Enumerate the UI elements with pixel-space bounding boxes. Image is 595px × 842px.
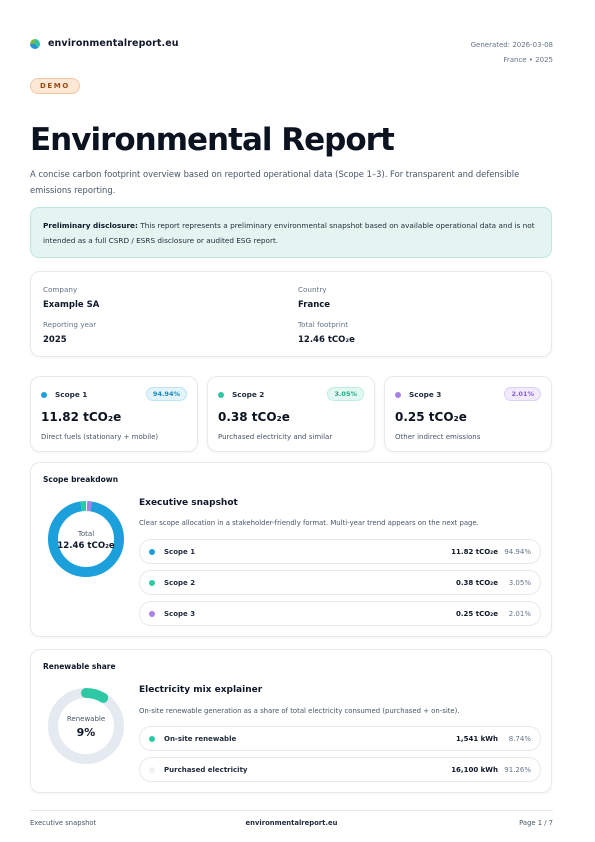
list-item: Scope 1 11.82 tCO₂e 94.94% <box>139 539 541 564</box>
country-value: France <box>298 300 331 310</box>
page-number: Page 1 / 7 <box>519 819 553 827</box>
donut-renewable-label: Renewable <box>66 715 106 723</box>
scope-2-value: 0.38 tCO₂e <box>218 410 290 424</box>
page-subtitle: A concise carbon footprint overview base… <box>30 169 520 195</box>
generated-date: Generated: 2026-03-08 <box>470 41 553 49</box>
page-title: Environmental Report <box>30 122 395 158</box>
year-value: 2025 <box>43 335 67 345</box>
footer-brand: environmentalreport.eu <box>245 819 338 827</box>
row-pct: 2.01% <box>508 610 531 618</box>
scope-3-pct-badge: 2.01% <box>504 387 541 401</box>
scope-3-desc: Other indirect emissions <box>395 433 481 441</box>
scope-3-card: Scope 3 2.01% 0.25 tCO₂e Other indirect … <box>384 376 552 452</box>
company-field: Company Example SA <box>43 285 99 310</box>
row-value: 16,100 kWh <box>451 766 498 774</box>
list-item: Scope 3 0.25 tCO₂e 2.01% <box>139 601 541 626</box>
globe-logo-icon <box>30 38 40 49</box>
footer-section: Executive snapshot <box>30 819 97 827</box>
scope-1-name: Scope 1 <box>55 390 88 399</box>
scope-2-name: Scope 2 <box>232 390 265 399</box>
executive-snapshot-title: Executive snapshot <box>139 498 238 508</box>
notice-label: Preliminary disclosure: <box>43 221 138 230</box>
footprint-value: 12.46 tCO₂e <box>298 335 355 345</box>
country-label: Country <box>298 285 327 294</box>
row-pct: 8.74% <box>508 735 531 743</box>
list-item: Scope 2 0.38 tCO₂e 3.05% <box>139 570 541 595</box>
scope-3-dot-icon <box>395 391 401 398</box>
onsite-renewable-legend-icon <box>149 736 155 742</box>
brand-name: environmentalreport.eu <box>48 38 179 49</box>
company-value: Example SA <box>43 300 100 310</box>
row-pct: 94.94% <box>504 548 531 556</box>
row-name: Scope 2 <box>164 579 196 587</box>
footprint-label: Total footprint <box>298 320 349 329</box>
scope-donut-svg <box>48 501 124 577</box>
renewable-donut-chart: Renewable 9% <box>47 687 125 765</box>
row-value: 0.38 tCO₂e <box>456 579 498 587</box>
notice-text: This report represents a preliminary env… <box>43 221 535 245</box>
row-value: 11.82 tCO₂e <box>451 548 498 556</box>
electricity-mix-desc: On-site renewable generation as a share … <box>139 707 460 715</box>
row-value: 0.25 tCO₂e <box>456 610 498 618</box>
scope-1-pct-badge: 94.94% <box>145 387 187 401</box>
scope-3-value: 0.25 tCO₂e <box>395 410 467 424</box>
donut-slice-scope-2 <box>48 501 124 577</box>
scope-1-legend-icon <box>149 549 155 555</box>
page-footer: Executive snapshot environmentalreport.e… <box>30 810 553 830</box>
brand: environmentalreport.eu <box>30 38 179 49</box>
list-item: Purchased electricity 16,100 kWh 91.26% <box>139 757 541 782</box>
donut-total-label: Total <box>77 530 95 538</box>
location-year: France • 2025 <box>503 56 553 64</box>
renewable-donut-svg <box>48 688 124 764</box>
scope-2-dot-icon <box>218 391 224 398</box>
scope-2-card: Scope 2 3.05% 0.38 tCO₂e Purchased elect… <box>207 376 375 452</box>
row-name: Purchased electricity <box>164 766 248 774</box>
row-pct: 91.26% <box>504 766 531 774</box>
country-field: Country France <box>298 285 330 310</box>
scope-breakdown-card: Scope breakdown Total 12.46 tCO₂e Execut… <box>30 462 552 637</box>
row-name: On-site renewable <box>164 735 237 743</box>
scope-1-card: Scope 1 94.94% 11.82 tCO₂e Direct fuels … <box>30 376 198 452</box>
row-name: Scope 3 <box>164 610 196 618</box>
electricity-mix-title: Electricity mix explainer <box>139 685 263 695</box>
row-value: 1,541 kWh <box>456 735 498 743</box>
year-label: Reporting year <box>43 320 97 329</box>
donut-total-value: 12.46 tCO₂e <box>57 541 115 551</box>
report-meta: Generated: 2026-03-08 France • 2025 <box>471 38 553 68</box>
scope-2-desc: Purchased electricity and similar <box>218 433 333 441</box>
scope-3-name: Scope 3 <box>409 390 442 399</box>
donut-renewable-value: 9% <box>76 726 96 739</box>
executive-snapshot-desc: Clear scope allocation in a stakeholder-… <box>139 519 479 527</box>
scope-2-pct-badge: 3.05% <box>327 387 364 401</box>
scope-2-legend-icon <box>149 580 155 586</box>
donut-slice-scope-1 <box>48 501 124 577</box>
scope-donut-chart: Total 12.46 tCO₂e <box>47 500 125 578</box>
donut-slice-renewable <box>48 688 124 764</box>
company-info-card: Company Example SA Country France Report… <box>30 271 552 357</box>
company-label: Company <box>43 285 78 294</box>
scope-1-desc: Direct fuels (stationary + mobile) <box>41 433 159 441</box>
row-name: Scope 1 <box>164 548 196 556</box>
scope-3-legend-icon <box>149 611 155 617</box>
scope-1-dot-icon <box>41 391 47 398</box>
scope-breakdown-title: Scope breakdown <box>43 475 119 484</box>
page-header: environmentalreport.eu Generated: 2026-0… <box>30 38 553 68</box>
renewable-share-card: Renewable share Renewable 9% Electricity… <box>30 649 552 793</box>
row-pct: 3.05% <box>508 579 531 587</box>
scope-1-value: 11.82 tCO₂e <box>41 410 122 424</box>
footprint-field: Total footprint 12.46 tCO₂e <box>298 320 355 345</box>
demo-badge: DEMO <box>30 78 80 94</box>
year-field: Reporting year 2025 <box>43 320 96 345</box>
preliminary-disclosure-notice: Preliminary disclosure: This report repr… <box>30 207 552 258</box>
list-item: On-site renewable 1,541 kWh 8.74% <box>139 726 541 751</box>
purchased-electricity-legend-icon <box>149 767 155 773</box>
renewable-share-title: Renewable share <box>43 662 116 671</box>
